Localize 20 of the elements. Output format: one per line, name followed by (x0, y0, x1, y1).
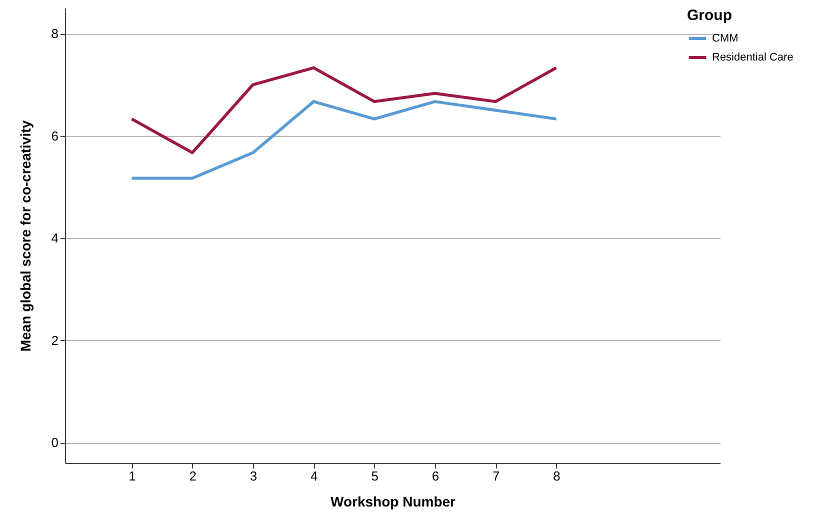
x-tick-label: 6 (432, 468, 440, 484)
legend-label: Residential Care (712, 52, 794, 64)
y-tick-label: 2 (51, 332, 58, 348)
legend-label: CMM (712, 32, 738, 44)
x-tick-label: 5 (371, 468, 378, 484)
y-tick-label: 6 (51, 128, 58, 144)
x-tick-label: 3 (250, 468, 258, 484)
x-tick-label: 8 (553, 468, 560, 484)
y-tick-label: 4 (51, 230, 58, 246)
x-axis-title: Workshop Number (330, 494, 456, 510)
x-tick-label: 1 (128, 468, 136, 484)
y-tick-label: 8 (51, 26, 58, 42)
line-series (130, 100, 558, 180)
x-tick-label: 7 (492, 468, 500, 484)
y-axis-title: Mean global score for co-creativity (17, 120, 34, 352)
line-series (130, 66, 558, 154)
x-tick-label: 4 (310, 468, 318, 484)
x-tick-label: 2 (189, 468, 196, 484)
y-tick-label: 0 (51, 435, 58, 450)
legend-title: Group (687, 7, 732, 24)
